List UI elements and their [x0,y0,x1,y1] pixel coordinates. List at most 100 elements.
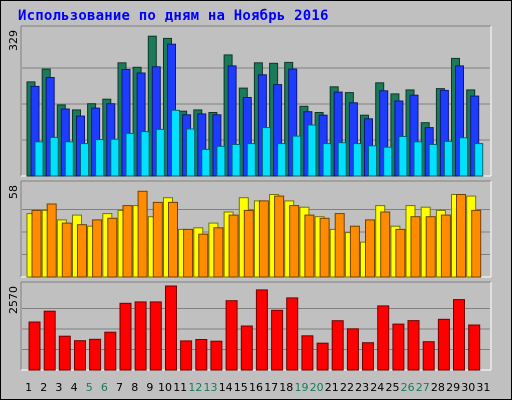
bar-pages-day-15 [246,143,256,177]
bar-pages-day-25 [398,136,408,177]
x-tick-label-18: 18 [279,381,293,394]
bar-sites-day-24 [380,211,391,278]
bar-pages-day-7 [125,132,135,177]
x-tick-label-4: 4 [71,381,78,394]
bar-sites-day-7 [122,205,133,278]
x-tick-label-16: 16 [249,381,263,394]
bar-sites-day-25 [395,228,406,278]
bar-sites-day-30 [471,209,482,278]
bar-sites-day-19 [304,214,315,278]
x-tick-label-25: 25 [386,381,400,394]
bar-pages-day-26 [413,141,423,177]
y-tick-label: 2570 [7,286,20,314]
bar-sites-day-2 [46,203,57,278]
x-tick-label-23: 23 [355,381,369,394]
x-tick-label-12: 12 [188,381,202,394]
bar-pages-day-22 [352,143,362,177]
bar-kbytes-day-22 [346,328,359,371]
bar-kbytes-day-12 [195,339,208,371]
x-tick-label-7: 7 [116,381,123,394]
x-tick-label-15: 15 [234,381,248,394]
bar-pages-day-6 [110,138,120,177]
bar-pages-day-19 [307,124,317,177]
bar-sites-day-8 [137,190,148,278]
bar-sites-day-13 [213,227,224,278]
bar-pages-day-11 [186,128,196,177]
bar-sites-day-20 [319,217,330,278]
bar-sites-day-5 [92,219,103,278]
bar-kbytes-day-26 [407,320,420,371]
x-tick-label-14: 14 [219,381,233,394]
y-tick-label: 329 [7,30,20,51]
bar-pages-day-3 [64,141,74,177]
bar-kbytes-day-28 [437,318,450,371]
bar-sites-day-1 [31,209,42,278]
x-tick-label-2: 2 [40,381,47,394]
x-tick-label-30: 30 [461,381,475,394]
bar-pages-day-14 [231,144,241,177]
bar-pages-day-28 [443,140,453,177]
bar-pages-day-29 [459,137,468,177]
bar-sites-day-23 [365,219,375,278]
x-tick-label-21: 21 [325,381,339,394]
bar-sites-day-28 [440,214,451,278]
x-tick-label-22: 22 [340,381,354,394]
x-tick-label-5: 5 [86,381,93,394]
bar-kbytes-day-1 [28,321,41,371]
x-tick-label-13: 13 [204,381,218,394]
bar-sites-day-12 [198,233,209,278]
bar-pages-day-2 [49,136,59,177]
bar-kbytes-day-29 [453,299,465,371]
bar-pages-day-12 [201,148,211,177]
bar-pages-day-4 [80,143,89,177]
x-tick-label-24: 24 [370,381,384,394]
bar-sites-day-9 [152,201,163,278]
bar-pages-day-9 [155,128,165,177]
bar-kbytes-day-21 [331,320,344,371]
bar-pages-day-18 [292,135,302,177]
x-tick-label-26: 26 [401,381,415,394]
bar-sites-day-22 [349,225,360,278]
x-tick-label-3: 3 [55,381,62,394]
bar-kbytes-day-2 [43,310,56,371]
x-tick-label-27: 27 [416,381,430,394]
x-tick-label-11: 11 [173,381,187,394]
bar-pages-day-17 [277,143,287,177]
bar-kbytes-day-23 [362,342,374,371]
bar-sites-day-10 [168,201,178,278]
bar-sites-day-16 [258,200,269,278]
x-tick-label-8: 8 [131,381,138,394]
bar-sites-day-14 [228,214,239,278]
bar-pages-day-5 [95,139,105,177]
bar-sites-day-4 [77,224,87,278]
x-tick-label-29: 29 [446,381,460,394]
bar-kbytes-day-16 [255,289,268,371]
bar-kbytes-day-4 [74,340,86,371]
bar-sites-day-15 [243,209,254,278]
x-tick-label-20: 20 [310,381,324,394]
bar-pages-day-16 [261,127,271,177]
x-tick-label-1: 1 [25,381,32,394]
bar-kbytes-day-24 [377,305,390,371]
x-tick-label-28: 28 [431,381,445,394]
bar-sites-day-29 [456,194,466,278]
bar-pages-day-13 [216,145,226,177]
bar-sites-day-21 [334,213,345,278]
bar-sites-day-6 [107,217,118,278]
bar-kbytes-day-25 [392,323,405,371]
x-tick-label-17: 17 [264,381,278,394]
bar-kbytes-day-19 [301,335,314,371]
x-tick-label-19: 19 [295,381,309,394]
bar-kbytes-day-17 [271,309,284,371]
x-tick-label-6: 6 [101,381,108,394]
x-tick-label-31: 31 [476,381,490,394]
bar-pages-day-10 [171,109,180,177]
bar-kbytes-day-15 [240,325,253,371]
bar-pages-day-24 [383,146,393,177]
bar-pages-day-23 [368,145,377,177]
bar-kbytes-day-11 [180,340,193,371]
y-tick-label: 58 [7,185,20,199]
bar-kbytes-day-6 [104,331,117,371]
bar-kbytes-day-18 [286,297,299,371]
